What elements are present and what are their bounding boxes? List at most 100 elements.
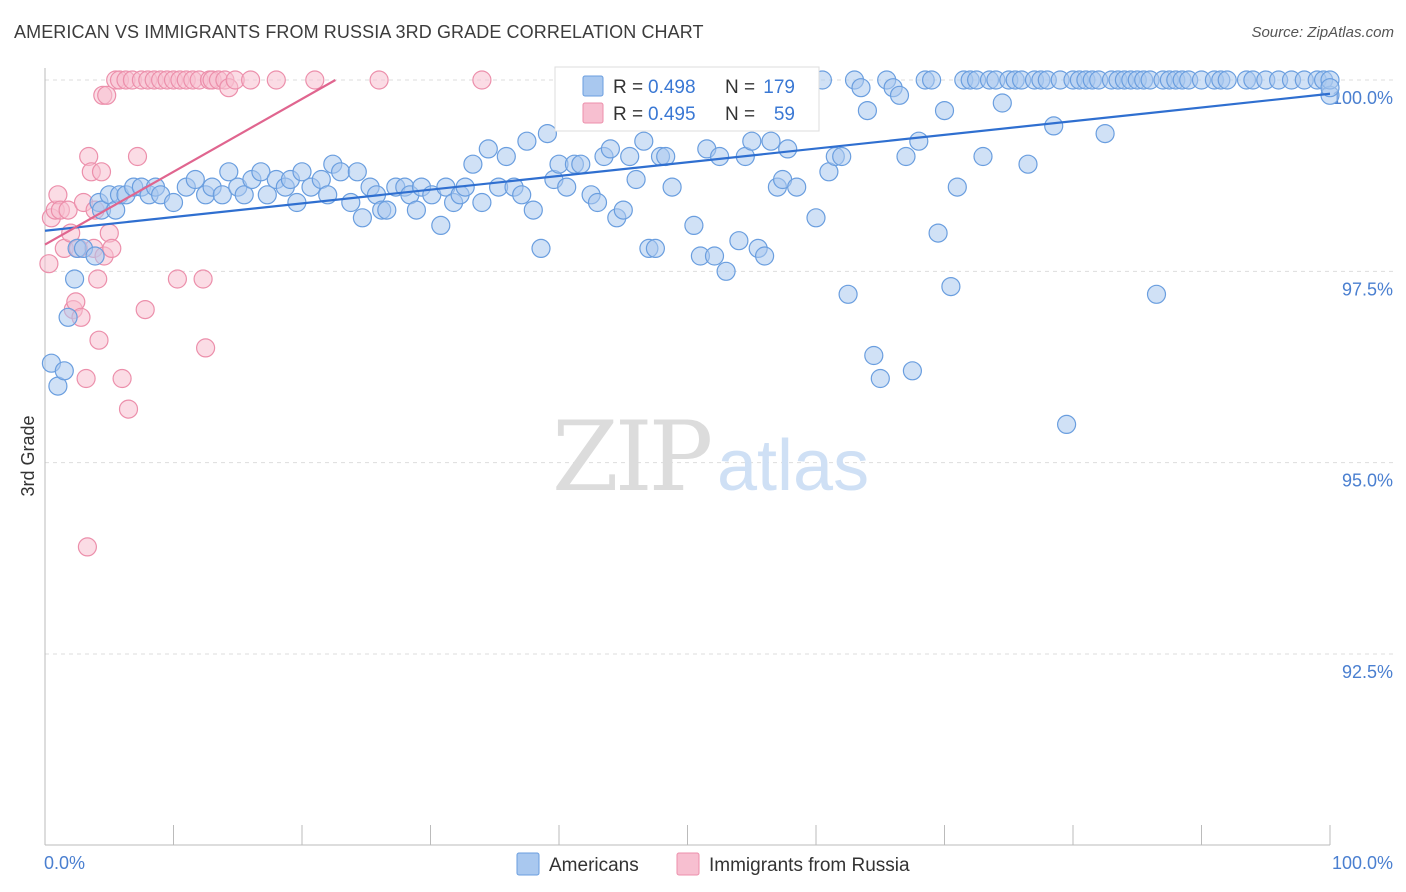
y-tick-label: 97.5% [1342, 279, 1393, 299]
data-point [112, 368, 132, 389]
data-point [620, 146, 640, 167]
data-point [851, 78, 871, 98]
data-point [472, 192, 492, 213]
data-point [64, 269, 85, 289]
trendlines [44, 79, 1331, 246]
data-point [347, 162, 367, 182]
data-point [902, 361, 923, 381]
data-point [523, 200, 543, 220]
data-point [341, 192, 361, 213]
data-point [787, 177, 807, 197]
legend-r-value: 0.498 [648, 77, 696, 98]
data-point [212, 185, 232, 205]
data-point [369, 70, 389, 90]
data-point [77, 537, 98, 557]
data-point [992, 93, 1012, 113]
data-point [517, 131, 537, 151]
data-point [1095, 124, 1115, 144]
y-tick-label: 95.0% [1342, 471, 1393, 491]
data-point [645, 238, 666, 258]
data-point [947, 177, 967, 197]
watermark: ZIP atlas [552, 401, 869, 513]
legend-swatch-blue [582, 75, 604, 97]
legend-r-value: 0.495 [648, 104, 696, 125]
legend-label-americans: Americans [549, 855, 639, 876]
gridlines [45, 79, 1395, 655]
trendline-americans [44, 92, 1331, 232]
data-point [889, 85, 910, 105]
data-point [709, 146, 730, 167]
data-point [571, 154, 591, 174]
data-point [941, 277, 961, 297]
data-point [251, 162, 271, 182]
series-immigrants-from-russia [39, 70, 492, 557]
data-point [352, 208, 372, 228]
correlation-legend: R = 0.498 N = 179 R = 0.495 N = 59 [554, 66, 820, 132]
data-point [1056, 414, 1077, 434]
data-point [58, 200, 78, 220]
data-point [431, 215, 451, 235]
data-point [600, 139, 621, 159]
x-tick-label-min: 0.0% [44, 853, 85, 873]
data-point [1217, 70, 1237, 90]
data-point [127, 146, 148, 167]
watermark-atlas: atlas [717, 426, 869, 506]
data-point [185, 169, 205, 190]
y-tick-labels: 92.5% 95.0% 97.5% 100.0% [1332, 88, 1393, 682]
legend-n-value: 179 [763, 77, 795, 98]
y-tick-label: 92.5% [1342, 662, 1393, 682]
data-point [89, 330, 109, 350]
data-point [88, 269, 108, 289]
data-point [531, 238, 551, 258]
data-point [896, 146, 916, 167]
data-point [626, 169, 646, 190]
data-point [832, 146, 852, 167]
legend-r-label: R = [613, 104, 643, 125]
data-point [135, 300, 155, 320]
data-point [909, 131, 929, 151]
data-point [557, 177, 577, 197]
data-point [1320, 78, 1340, 98]
data-point [778, 139, 798, 159]
axes [44, 68, 1331, 846]
data-point [377, 200, 397, 220]
legend-swatch-americans [516, 852, 540, 876]
data-point [537, 124, 558, 144]
chart-title: AMERICAN VS IMMIGRANTS FROM RUSSIA 3RD G… [14, 22, 704, 42]
legend-n-label: N = [725, 104, 755, 125]
data-point [241, 70, 261, 90]
trendline-immigrants [44, 79, 336, 246]
data-point [219, 162, 239, 182]
data-point [587, 192, 608, 213]
y-axis-title: 3rd Grade [18, 415, 38, 496]
legend-n-label: N = [725, 77, 755, 98]
data-point [478, 139, 498, 159]
data-point [305, 70, 325, 90]
data-point [472, 70, 492, 90]
data-point [167, 269, 187, 289]
data-point [97, 85, 117, 105]
legend-n-value: 59 [774, 104, 795, 125]
data-point [91, 162, 112, 182]
watermark-zip: ZIP [552, 401, 711, 513]
data-point [406, 200, 426, 220]
data-point [463, 154, 483, 174]
data-point [928, 223, 948, 243]
data-point [684, 215, 704, 235]
data-point [656, 146, 676, 167]
data-point [1044, 116, 1064, 136]
source-label: Source: ZipAtlas.com [1251, 24, 1394, 41]
legend-swatch-immigrants [676, 852, 700, 876]
data-point [118, 399, 139, 419]
data-point [870, 368, 890, 389]
data-point [512, 185, 532, 205]
data-point [729, 231, 749, 251]
data-point [742, 131, 762, 151]
data-point [39, 254, 59, 274]
data-point [662, 177, 682, 197]
data-point [85, 246, 105, 266]
data-point [331, 162, 351, 182]
legend-swatch-pink [582, 102, 604, 124]
data-point [163, 192, 184, 213]
